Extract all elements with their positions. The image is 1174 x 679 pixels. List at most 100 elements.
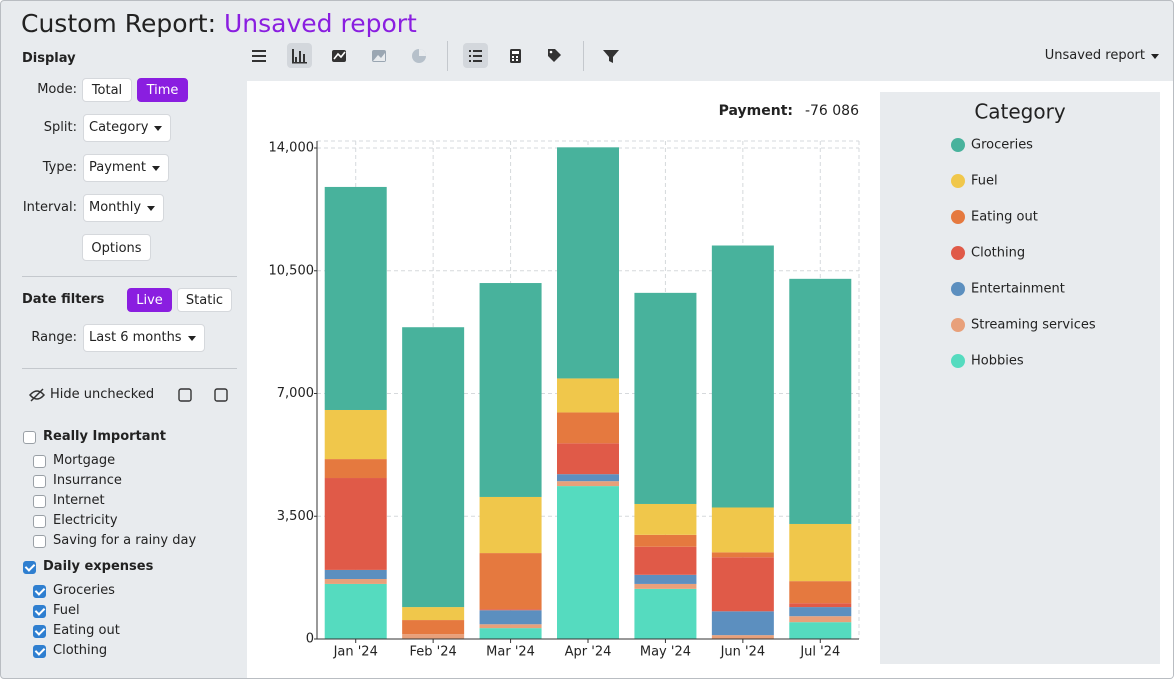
type-dropdown[interactable]: Payment bbox=[83, 154, 169, 182]
separator bbox=[22, 368, 237, 369]
x-tick-label: Jun '24 bbox=[720, 645, 766, 660]
bar-chart-button[interactable] bbox=[292, 49, 307, 64]
bar-segment bbox=[324, 186, 387, 410]
separator bbox=[583, 41, 584, 71]
labels-toggle[interactable] bbox=[548, 49, 561, 62]
split-label: Split: bbox=[43, 120, 77, 135]
bar-segment bbox=[711, 635, 774, 639]
item-checkbox[interactable] bbox=[33, 625, 46, 638]
hide-icons bbox=[29, 388, 228, 402]
item-name: Saving for a rainy day bbox=[53, 533, 197, 548]
bar-segment bbox=[324, 583, 387, 639]
bar-segment bbox=[324, 569, 387, 580]
item-name: Eating out bbox=[53, 623, 120, 638]
item-name: Insurrance bbox=[53, 473, 122, 488]
range-value: Last 6 months bbox=[89, 330, 182, 345]
item-checkbox[interactable] bbox=[33, 535, 46, 548]
filter-button[interactable] bbox=[603, 50, 619, 63]
y-tick-label: 14,000 bbox=[269, 141, 315, 156]
interval-label: Interval: bbox=[22, 200, 77, 215]
legend-swatch bbox=[951, 318, 965, 332]
bar-segment bbox=[479, 496, 542, 554]
item-checkbox[interactable] bbox=[33, 475, 46, 488]
bar-segment bbox=[402, 634, 465, 639]
item-checkbox[interactable] bbox=[33, 455, 46, 468]
range-label: Range: bbox=[31, 330, 77, 345]
x-tick-label: May '24 bbox=[640, 645, 691, 660]
options-button[interactable]: Options bbox=[82, 234, 151, 261]
bar-segment bbox=[557, 412, 619, 444]
y-tick-label: 7,000 bbox=[277, 386, 314, 401]
bar-segment bbox=[557, 443, 619, 475]
bar-segment bbox=[557, 474, 619, 482]
bar-segment bbox=[634, 546, 697, 575]
uncheck-all[interactable] bbox=[214, 388, 228, 402]
separator bbox=[447, 41, 448, 71]
item-checkbox[interactable] bbox=[33, 495, 46, 508]
legend-swatch bbox=[951, 174, 965, 188]
hide-unchecked[interactable]: Hide unchecked bbox=[50, 387, 155, 402]
bar-segment bbox=[402, 620, 465, 635]
bar-segment bbox=[789, 607, 852, 617]
bar-segment bbox=[634, 292, 697, 504]
bar-segment bbox=[789, 278, 852, 524]
date-mode-button[interactable]: Static bbox=[177, 288, 232, 312]
type-label: Type: bbox=[42, 160, 77, 175]
bar-segment bbox=[324, 579, 387, 584]
interval-value: Monthly bbox=[89, 200, 142, 215]
bar-segment bbox=[711, 557, 774, 612]
x-tick-label: Jan '24 bbox=[333, 645, 378, 660]
display-heading: Display bbox=[22, 51, 76, 66]
bar-segment bbox=[402, 607, 465, 621]
bar-segment bbox=[634, 588, 697, 639]
group-name: Daily expenses bbox=[43, 559, 154, 574]
mode-button[interactable]: Time bbox=[137, 78, 188, 102]
x-tick-label: Mar '24 bbox=[486, 645, 535, 660]
y-tick-label: 0 bbox=[306, 632, 314, 647]
item-name: Internet bbox=[53, 493, 105, 508]
legend-toggle[interactable] bbox=[469, 50, 482, 62]
item-name: Groceries bbox=[53, 583, 115, 598]
group-checkbox[interactable] bbox=[23, 561, 36, 574]
item-checkbox[interactable] bbox=[33, 515, 46, 528]
mode-button[interactable]: Total bbox=[82, 78, 132, 102]
group-checkbox[interactable] bbox=[23, 431, 36, 444]
legend-panel bbox=[880, 92, 1160, 664]
item-checkbox[interactable] bbox=[33, 605, 46, 618]
report-menu-label: Unsaved report bbox=[1044, 48, 1145, 63]
legend-label: Hobbies bbox=[971, 354, 1024, 369]
line-chart-button[interactable] bbox=[332, 50, 346, 62]
legend-swatch bbox=[951, 246, 965, 260]
bar-segment bbox=[711, 507, 774, 553]
check-all[interactable] bbox=[178, 388, 192, 402]
item-checkbox[interactable] bbox=[33, 585, 46, 598]
legend-swatch bbox=[951, 210, 965, 224]
y-tick-label: 3,500 bbox=[277, 509, 314, 524]
item-name: Mortgage bbox=[53, 453, 116, 468]
legend-swatch bbox=[951, 138, 965, 152]
pie-chart-button[interactable] bbox=[412, 49, 426, 63]
range-dropdown[interactable]: Last 6 months bbox=[83, 324, 205, 352]
item-checkbox[interactable] bbox=[33, 645, 46, 658]
report-menu[interactable]: Unsaved report bbox=[1040, 43, 1167, 71]
legend-label: Streaming services bbox=[971, 318, 1096, 333]
separator bbox=[22, 276, 237, 277]
x-tick-label: Jul '24 bbox=[799, 645, 840, 660]
summary-value: -76 086 bbox=[805, 103, 859, 119]
interval-dropdown[interactable]: Monthly bbox=[83, 194, 165, 222]
date-mode-button[interactable]: Live bbox=[127, 288, 172, 312]
list-view-button[interactable] bbox=[252, 50, 266, 62]
bar-segment bbox=[789, 616, 852, 623]
group-name: Really Important bbox=[43, 429, 166, 444]
legend-label: Eating out bbox=[971, 210, 1038, 225]
eye-off-icon[interactable] bbox=[29, 388, 45, 402]
legend-label: Fuel bbox=[971, 174, 998, 189]
report-name: Unsaved report bbox=[223, 9, 417, 38]
bar-segment bbox=[789, 603, 852, 608]
split-dropdown[interactable]: Category bbox=[83, 114, 172, 142]
bar-segment bbox=[402, 327, 465, 608]
area-chart-button[interactable] bbox=[372, 50, 386, 62]
bar-segment bbox=[557, 486, 619, 639]
summary-toggle[interactable] bbox=[510, 49, 521, 63]
